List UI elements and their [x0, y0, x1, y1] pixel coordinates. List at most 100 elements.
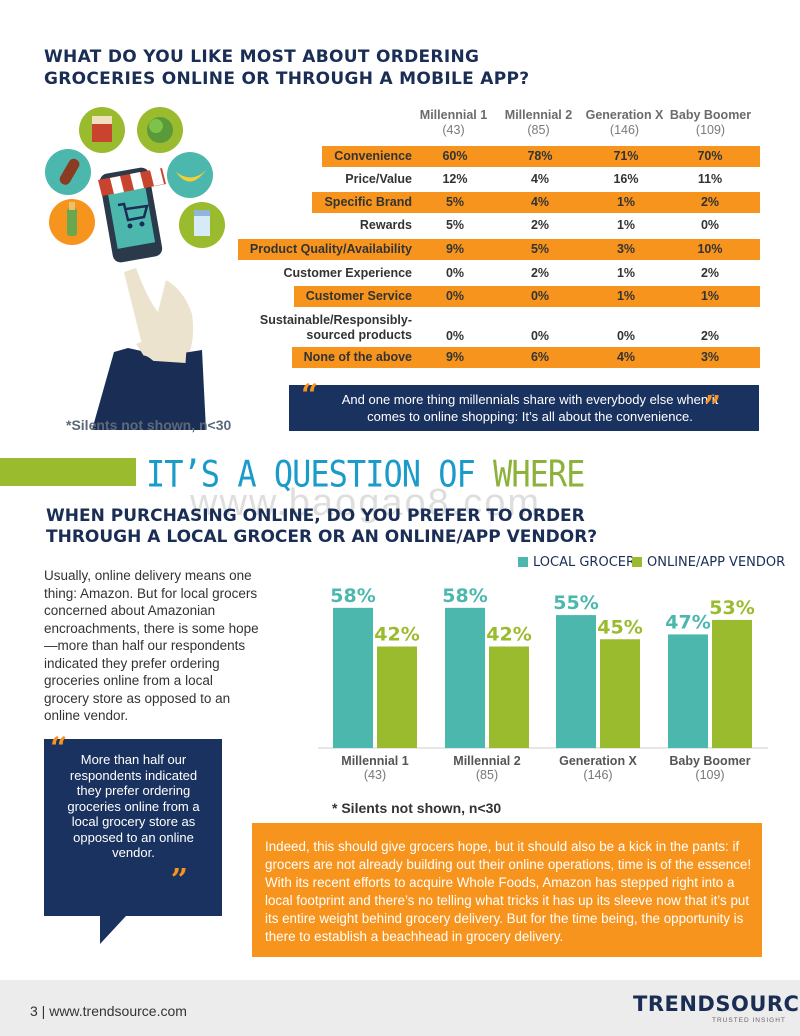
row-label: Price/Value [345, 172, 412, 186]
section-title: WHEN PURCHASING ONLINE, DO YOU PREFER TO… [46, 506, 598, 547]
bar [377, 646, 417, 748]
legend-swatch [518, 557, 528, 567]
table-row: None of the above 9% 6% 4% 3% [238, 347, 760, 368]
data-label: 42% [374, 624, 419, 646]
bar [600, 639, 640, 748]
table-row: Customer Experience 0% 2% 1% 2% [238, 263, 760, 284]
table-row: Customer Service 0% 0% 1% 1% [238, 286, 760, 307]
bar-chart: 58% 42% Millennial 1(43) 58% 42% Millennial 2… [318, 585, 768, 782]
table-cell: 4% [530, 172, 550, 186]
banana-icon [167, 152, 213, 198]
table-cell: 5% [445, 195, 465, 209]
table-cell: 11% [697, 172, 723, 186]
column-header: Millennial 2 (85) [504, 108, 573, 137]
section-title: WHAT DO YOU LIKE MOST ABOUT ORDERING GRO… [44, 47, 530, 89]
table-cell: 10% [697, 242, 723, 256]
row-label: Rewards [359, 218, 412, 232]
column-header: Baby Boomer (109) [669, 108, 752, 137]
section-accent-bar [0, 458, 136, 486]
page-number: 3 | www.trendsource.com [30, 1003, 187, 1019]
data-label: 58% [330, 585, 375, 607]
table-cell: 3% [616, 242, 636, 256]
table-cell: 2% [700, 329, 720, 343]
table-cell: 71% [613, 149, 639, 163]
table-row: Rewards 5% 2% 1% 0% [238, 215, 760, 236]
bar [668, 634, 708, 748]
table-row: Product Quality/Availability 9% 5% 3% 10% [238, 239, 760, 260]
watermark: www.baogao8.com [190, 482, 542, 524]
table-cell: 0% [530, 289, 550, 303]
bar [712, 619, 752, 748]
data-label: 47% [665, 611, 710, 633]
data-label: 55% [553, 592, 598, 614]
open-quote-icon: “ [50, 731, 68, 766]
table-cell: 1% [616, 289, 636, 303]
close-quote-icon: ” [703, 390, 721, 425]
table-cell: 0% [616, 329, 636, 343]
logo: TRENDSOURCE [633, 992, 800, 1016]
category-label: Millennial 2 [453, 754, 520, 768]
bar [556, 615, 596, 748]
close-quote-icon: ” [170, 863, 188, 898]
category-label: Generation X [559, 754, 637, 768]
table-cell: 0% [445, 266, 465, 280]
table-cell: 5% [445, 218, 465, 232]
pull-quote-text: More than half our respondents indicated… [67, 752, 200, 860]
row-label: Product Quality/Availability [249, 242, 412, 256]
table-cell: 2% [700, 266, 720, 280]
pull-quote: “ And one more thing millennials share w… [289, 378, 759, 431]
footnote: * Silents not shown, n<30 [332, 800, 502, 816]
category-label: Millennial 1 [341, 754, 408, 768]
row-label: Customer Experience [283, 266, 412, 280]
table-row: Price/Value 12% 4% 16% 11% [238, 169, 760, 190]
footer: 3 | www.trendsource.com TRENDSOURCE TRUS… [0, 980, 800, 1036]
table-cell: 78% [527, 149, 553, 163]
table-cell: 9% [445, 350, 465, 364]
row-highlight [292, 347, 760, 368]
table-cell: 1% [616, 218, 636, 232]
table-cell: 0% [530, 329, 550, 343]
data-label: 53% [709, 597, 754, 619]
bar [489, 646, 529, 748]
data-label: 42% [486, 624, 531, 646]
table-row: Specific Brand 5% 4% 1% 2% [238, 192, 760, 213]
bar [333, 607, 373, 748]
table-row: Sustainable/Responsibly-sourced products… [238, 310, 760, 346]
section-heading: IT’S A QUESTION OF WHERE [146, 452, 585, 496]
category-label: Baby Boomer [669, 754, 750, 768]
row-label: Customer Service [305, 289, 412, 303]
category-n-label: (85) [476, 768, 498, 782]
legend-item: LOCAL GROCER [518, 555, 635, 570]
body-text: Usually, online delivery means one thing… [44, 568, 259, 723]
legend-item: ONLINE/APP VENDOR [632, 555, 785, 570]
pull-quote: “ More than half our respondents indicat… [44, 731, 222, 916]
table-cell: 70% [697, 149, 723, 163]
table-cell: 0% [445, 289, 465, 303]
row-label: None of the above [303, 350, 412, 364]
logo-tagline: TRUSTED INSIGHT [712, 1017, 786, 1024]
column-header: Generation X (146) [585, 108, 664, 137]
table-cell: 6% [530, 350, 550, 364]
table-cell: 4% [616, 350, 636, 364]
table-cell: 1% [616, 195, 636, 209]
open-quote-icon: “ [301, 378, 319, 413]
row-label: Convenience [334, 149, 412, 163]
table-cell: 0% [700, 218, 720, 232]
table-cell: 1% [700, 289, 720, 303]
legend-swatch [632, 557, 642, 567]
table-cell: 16% [613, 172, 639, 186]
pull-quote-text: And one more thing millennials share wit… [341, 392, 719, 424]
table-cell: 2% [530, 218, 550, 232]
row-highlight [312, 192, 760, 213]
table-cell: 2% [530, 266, 550, 280]
table-cell: 9% [445, 242, 465, 256]
category-n-label: (43) [364, 768, 386, 782]
table-cell: 1% [616, 266, 636, 280]
table-cell: 2% [700, 195, 720, 209]
shopping-cart-icon [117, 202, 149, 222]
callout-text: Indeed, this should give grocers hope, b… [265, 839, 752, 944]
table-cell: 4% [530, 195, 550, 209]
bar [445, 607, 485, 748]
table-cell: 60% [442, 149, 468, 163]
callout-box: Indeed, this should give grocers hope, b… [252, 823, 762, 957]
